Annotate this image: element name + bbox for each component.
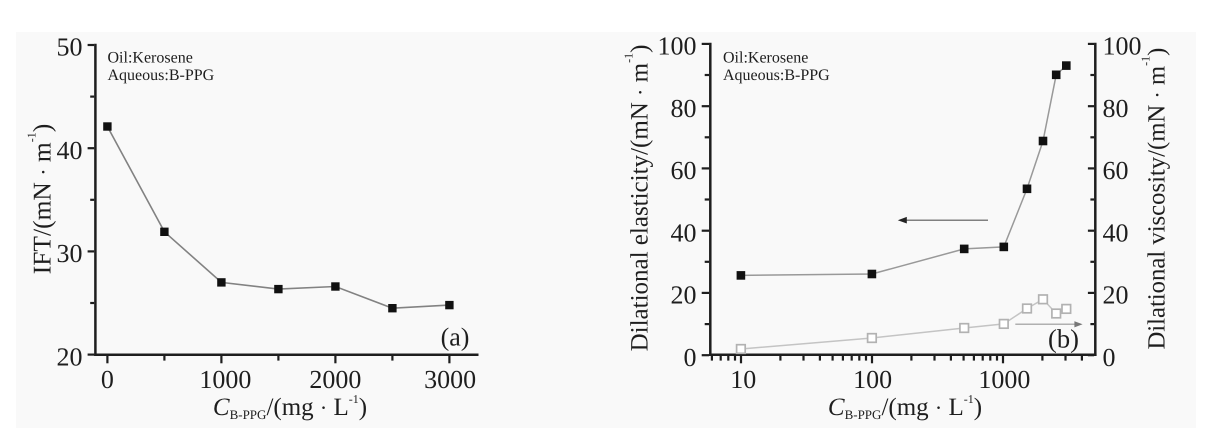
svg-text:IFT/(mN · m-1): IFT/(mN · m-1) [25, 124, 57, 275]
svg-text:Aqueous:B-PPG: Aqueous:B-PPG [108, 67, 215, 84]
svg-text:40: 40 [1103, 218, 1129, 247]
svg-text:100: 100 [1103, 32, 1142, 61]
svg-text:CB-PPG/(mg · L-1): CB-PPG/(mg · L-1) [213, 392, 367, 422]
svg-text:1000: 1000 [978, 365, 1030, 394]
svg-text:1000: 1000 [199, 365, 251, 394]
svg-text:10: 10 [730, 365, 756, 394]
svg-text:30: 30 [57, 239, 83, 268]
svg-text:3000: 3000 [424, 365, 476, 394]
svg-text:80: 80 [1103, 94, 1129, 123]
svg-text:60: 60 [1103, 156, 1129, 185]
svg-text:Dilational viscosity/(mN · m-1: Dilational viscosity/(mN · m-1) [1139, 48, 1171, 350]
svg-text:20: 20 [1103, 281, 1129, 310]
svg-text:(a): (a) [441, 322, 470, 351]
svg-text:CB-PPG/(mg · L-1): CB-PPG/(mg · L-1) [828, 392, 982, 422]
svg-text:60: 60 [671, 156, 697, 185]
svg-text:0: 0 [1103, 343, 1116, 372]
svg-text:Dilational elasticity/(mN · m-: Dilational elasticity/(mN · m-1) [622, 45, 654, 352]
svg-text:40: 40 [57, 136, 83, 165]
svg-text:Oil:Kerosene: Oil:Kerosene [723, 50, 808, 67]
svg-text:0: 0 [101, 365, 114, 394]
svg-text:50: 50 [57, 33, 83, 62]
svg-text:(b): (b) [1048, 323, 1079, 353]
svg-text:2000: 2000 [309, 365, 361, 394]
svg-text:20: 20 [671, 281, 697, 310]
svg-text:100: 100 [658, 32, 697, 61]
svg-text:80: 80 [671, 94, 697, 123]
svg-text:40: 40 [671, 218, 697, 247]
svg-text:Oil:Kerosene: Oil:Kerosene [108, 50, 193, 67]
svg-text:100: 100 [853, 365, 892, 394]
svg-text:Aqueous:B-PPG: Aqueous:B-PPG [723, 67, 830, 84]
svg-text:0: 0 [684, 343, 697, 372]
svg-text:20: 20 [57, 342, 83, 371]
